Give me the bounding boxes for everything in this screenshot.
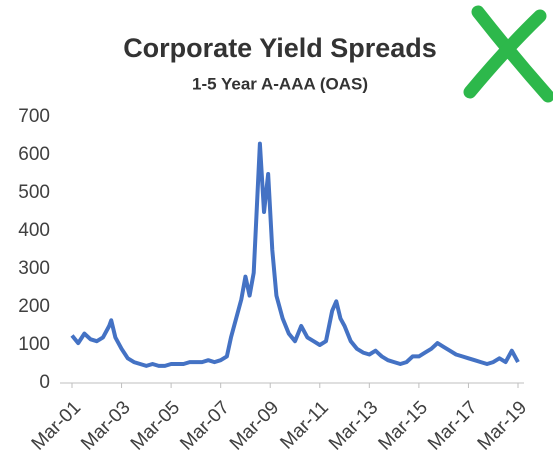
x-tick-label: Mar-19	[474, 397, 531, 454]
data-line	[70, 141, 520, 368]
x-tick-label: Mar-01	[28, 397, 85, 454]
chart-subtitle: 1-5 Year A-AAA (OAS)	[192, 74, 368, 93]
x-tick-label: Mar-11	[276, 397, 332, 453]
x-tick-label: Mar-15	[375, 397, 432, 454]
x-tick-label: Mar-09	[226, 397, 283, 454]
x-tick-label: Mar-05	[127, 397, 184, 454]
y-tick-label: 400	[18, 220, 50, 241]
cross-icon	[463, 5, 553, 103]
y-tick-label: 700	[18, 106, 50, 127]
y-tick-label: 0	[39, 372, 50, 393]
y-tick-label: 200	[18, 296, 50, 317]
y-tick-label: 300	[18, 258, 50, 279]
y-tick-label: 600	[18, 144, 50, 165]
x-tick-label: Mar-03	[77, 397, 134, 454]
y-tick-label: 100	[18, 334, 50, 355]
x-tick-label: Mar-17	[424, 397, 481, 454]
chart-title: Corporate Yield Spreads	[123, 33, 437, 63]
x-tick-label: Mar-13	[325, 397, 382, 454]
y-tick-label: 500	[18, 182, 50, 203]
x-tick-label: Mar-07	[176, 397, 233, 454]
